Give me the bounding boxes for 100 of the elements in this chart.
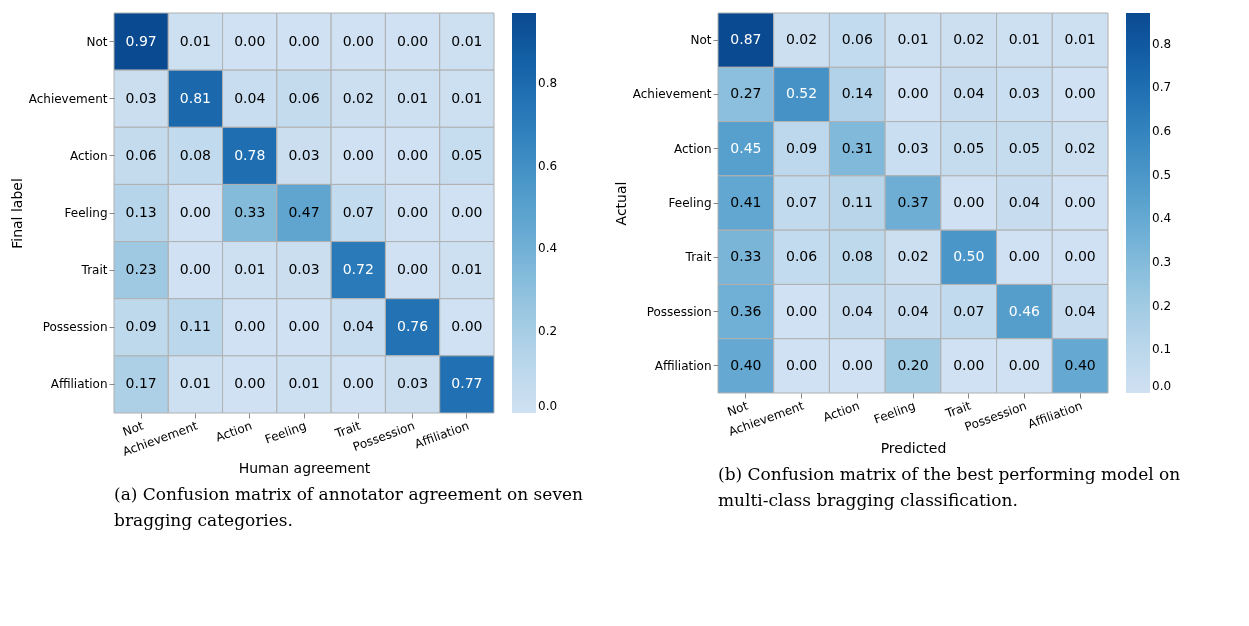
data-label: 0.00 <box>451 318 483 335</box>
data-label: 0.05 <box>1008 139 1041 156</box>
y-tick-label: Affiliation <box>654 358 712 373</box>
data-label: 0.03 <box>125 89 157 106</box>
color-bar-label: 0.5 <box>1152 167 1172 182</box>
color-bar-label: 0.1 <box>1152 342 1172 357</box>
color-bar-label: 0.2 <box>1152 298 1172 313</box>
x-tick-label: Feeling <box>872 398 918 427</box>
data-label: 0.06 <box>785 248 818 265</box>
data-label: 0.00 <box>1008 248 1041 265</box>
data-label: 0.00 <box>234 375 266 392</box>
data-label: 0.04 <box>897 302 929 319</box>
data-label: 0.81 <box>179 89 212 106</box>
data-label: 0.45 <box>730 139 762 156</box>
color-bar-label: 0.8 <box>1152 36 1172 51</box>
data-label: 0.00 <box>1008 356 1041 373</box>
data-label: 0.00 <box>396 146 429 163</box>
data-label: 0.00 <box>1064 248 1096 265</box>
data-label: 0.00 <box>179 204 212 220</box>
data-label: 0.14 <box>841 85 873 102</box>
data-label: 0.02 <box>953 31 985 48</box>
data-label: 0.72 <box>342 261 374 278</box>
data-label: 0.13 <box>125 204 157 220</box>
y-tick-label: Not <box>690 33 712 48</box>
data-label: 0.00 <box>785 302 818 319</box>
color-bar-label: 0.7 <box>1152 80 1172 95</box>
data-label: 0.04 <box>1064 302 1096 319</box>
data-label: 0.01 <box>451 89 483 106</box>
data-label: 0.78 <box>234 146 266 163</box>
data-label: 0.01 <box>451 261 483 278</box>
text: (b) Confusion matrix of the best performing model on multi-class bragging classification. <box>718 464 1181 511</box>
color-bar-label: 0.6 <box>538 158 558 173</box>
data-label: 0.17 <box>125 375 157 392</box>
data-label: 0.00 <box>451 204 483 220</box>
color-bar-label: 0.0 <box>538 399 558 413</box>
y-tick-label: Achievement <box>632 87 712 102</box>
data-label: 0.07 <box>785 194 818 210</box>
x-tick-label: Action <box>213 418 254 445</box>
y-tick-label: Feeling <box>668 196 712 210</box>
data-label: 0.20 <box>897 356 929 373</box>
data-label: 0.00 <box>1064 194 1096 210</box>
color-bar-label: 0.8 <box>538 76 558 91</box>
data-label: 0.05 <box>953 139 985 156</box>
data-label: 0.01 <box>179 375 212 392</box>
data-label: 0.87 <box>730 31 762 48</box>
y-tick-label: Feeling <box>64 206 108 220</box>
text: (a) Confusion matrix of annotator agreement on seven bragging categories. <box>114 484 584 531</box>
data-label: 0.02 <box>1064 139 1096 156</box>
data-label: 0.00 <box>342 32 374 49</box>
y-axis-title: Actual <box>612 181 629 226</box>
data-label: 0.00 <box>897 85 929 102</box>
data-label: 0.00 <box>342 146 374 163</box>
data-label: 0.33 <box>730 248 762 265</box>
data-label: 0.11 <box>179 318 212 335</box>
y-tick-label: Affiliation <box>50 377 108 392</box>
data-label: 0.05 <box>451 146 483 163</box>
x-axis-title: Human agreement <box>238 459 371 476</box>
data-label: 0.11 <box>841 194 873 210</box>
data-label: 0.00 <box>953 356 985 373</box>
data-label: 0.00 <box>234 318 266 335</box>
data-label: 0.08 <box>841 248 873 265</box>
data-label: 0.09 <box>785 139 818 156</box>
data-label: 0.33 <box>234 204 266 220</box>
y-tick-label: Action <box>673 141 712 156</box>
data-label: 0.31 <box>841 139 873 156</box>
data-label: 0.01 <box>179 32 212 49</box>
color-bar-label: 0.0 <box>1152 379 1172 393</box>
data-label: 0.00 <box>1064 85 1096 102</box>
data-label: 0.00 <box>179 261 212 278</box>
data-label: 0.04 <box>234 89 266 106</box>
data-label: 0.00 <box>234 32 266 49</box>
data-label: 0.27 <box>730 85 762 102</box>
data-label: 0.23 <box>125 261 157 278</box>
y-tick-label: Action <box>69 148 108 163</box>
data-label: 0.01 <box>451 32 483 49</box>
data-label: 0.76 <box>396 318 429 335</box>
data-label: 0.03 <box>897 139 929 156</box>
y-tick-label: Possession <box>646 304 712 319</box>
data-label: 0.04 <box>953 85 985 102</box>
data-label: 0.04 <box>841 302 873 319</box>
data-label: 0.01 <box>1008 31 1041 48</box>
data-label: 0.77 <box>451 375 483 392</box>
data-label: 0.03 <box>288 261 320 278</box>
color-bar-label: 0.2 <box>538 323 558 338</box>
data-label: 0.00 <box>288 318 320 335</box>
data-label: 0.40 <box>1064 356 1096 373</box>
data-label: 0.01 <box>897 31 929 48</box>
data-label: 0.01 <box>288 375 320 392</box>
data-label: 0.03 <box>1008 85 1041 102</box>
data-label: 0.03 <box>288 146 320 163</box>
y-tick-label: Possession <box>42 320 108 335</box>
data-label: 0.01 <box>234 261 266 278</box>
x-axis-title: Predicted <box>880 439 947 456</box>
data-label: 0.06 <box>841 31 873 48</box>
x-tick-label: Feeling <box>263 418 309 447</box>
data-label: 0.07 <box>342 204 374 220</box>
data-label: 0.00 <box>785 356 818 373</box>
y-axis-title: Final label <box>8 178 25 249</box>
data-label: 0.00 <box>288 32 320 49</box>
data-label: 0.52 <box>785 85 818 102</box>
